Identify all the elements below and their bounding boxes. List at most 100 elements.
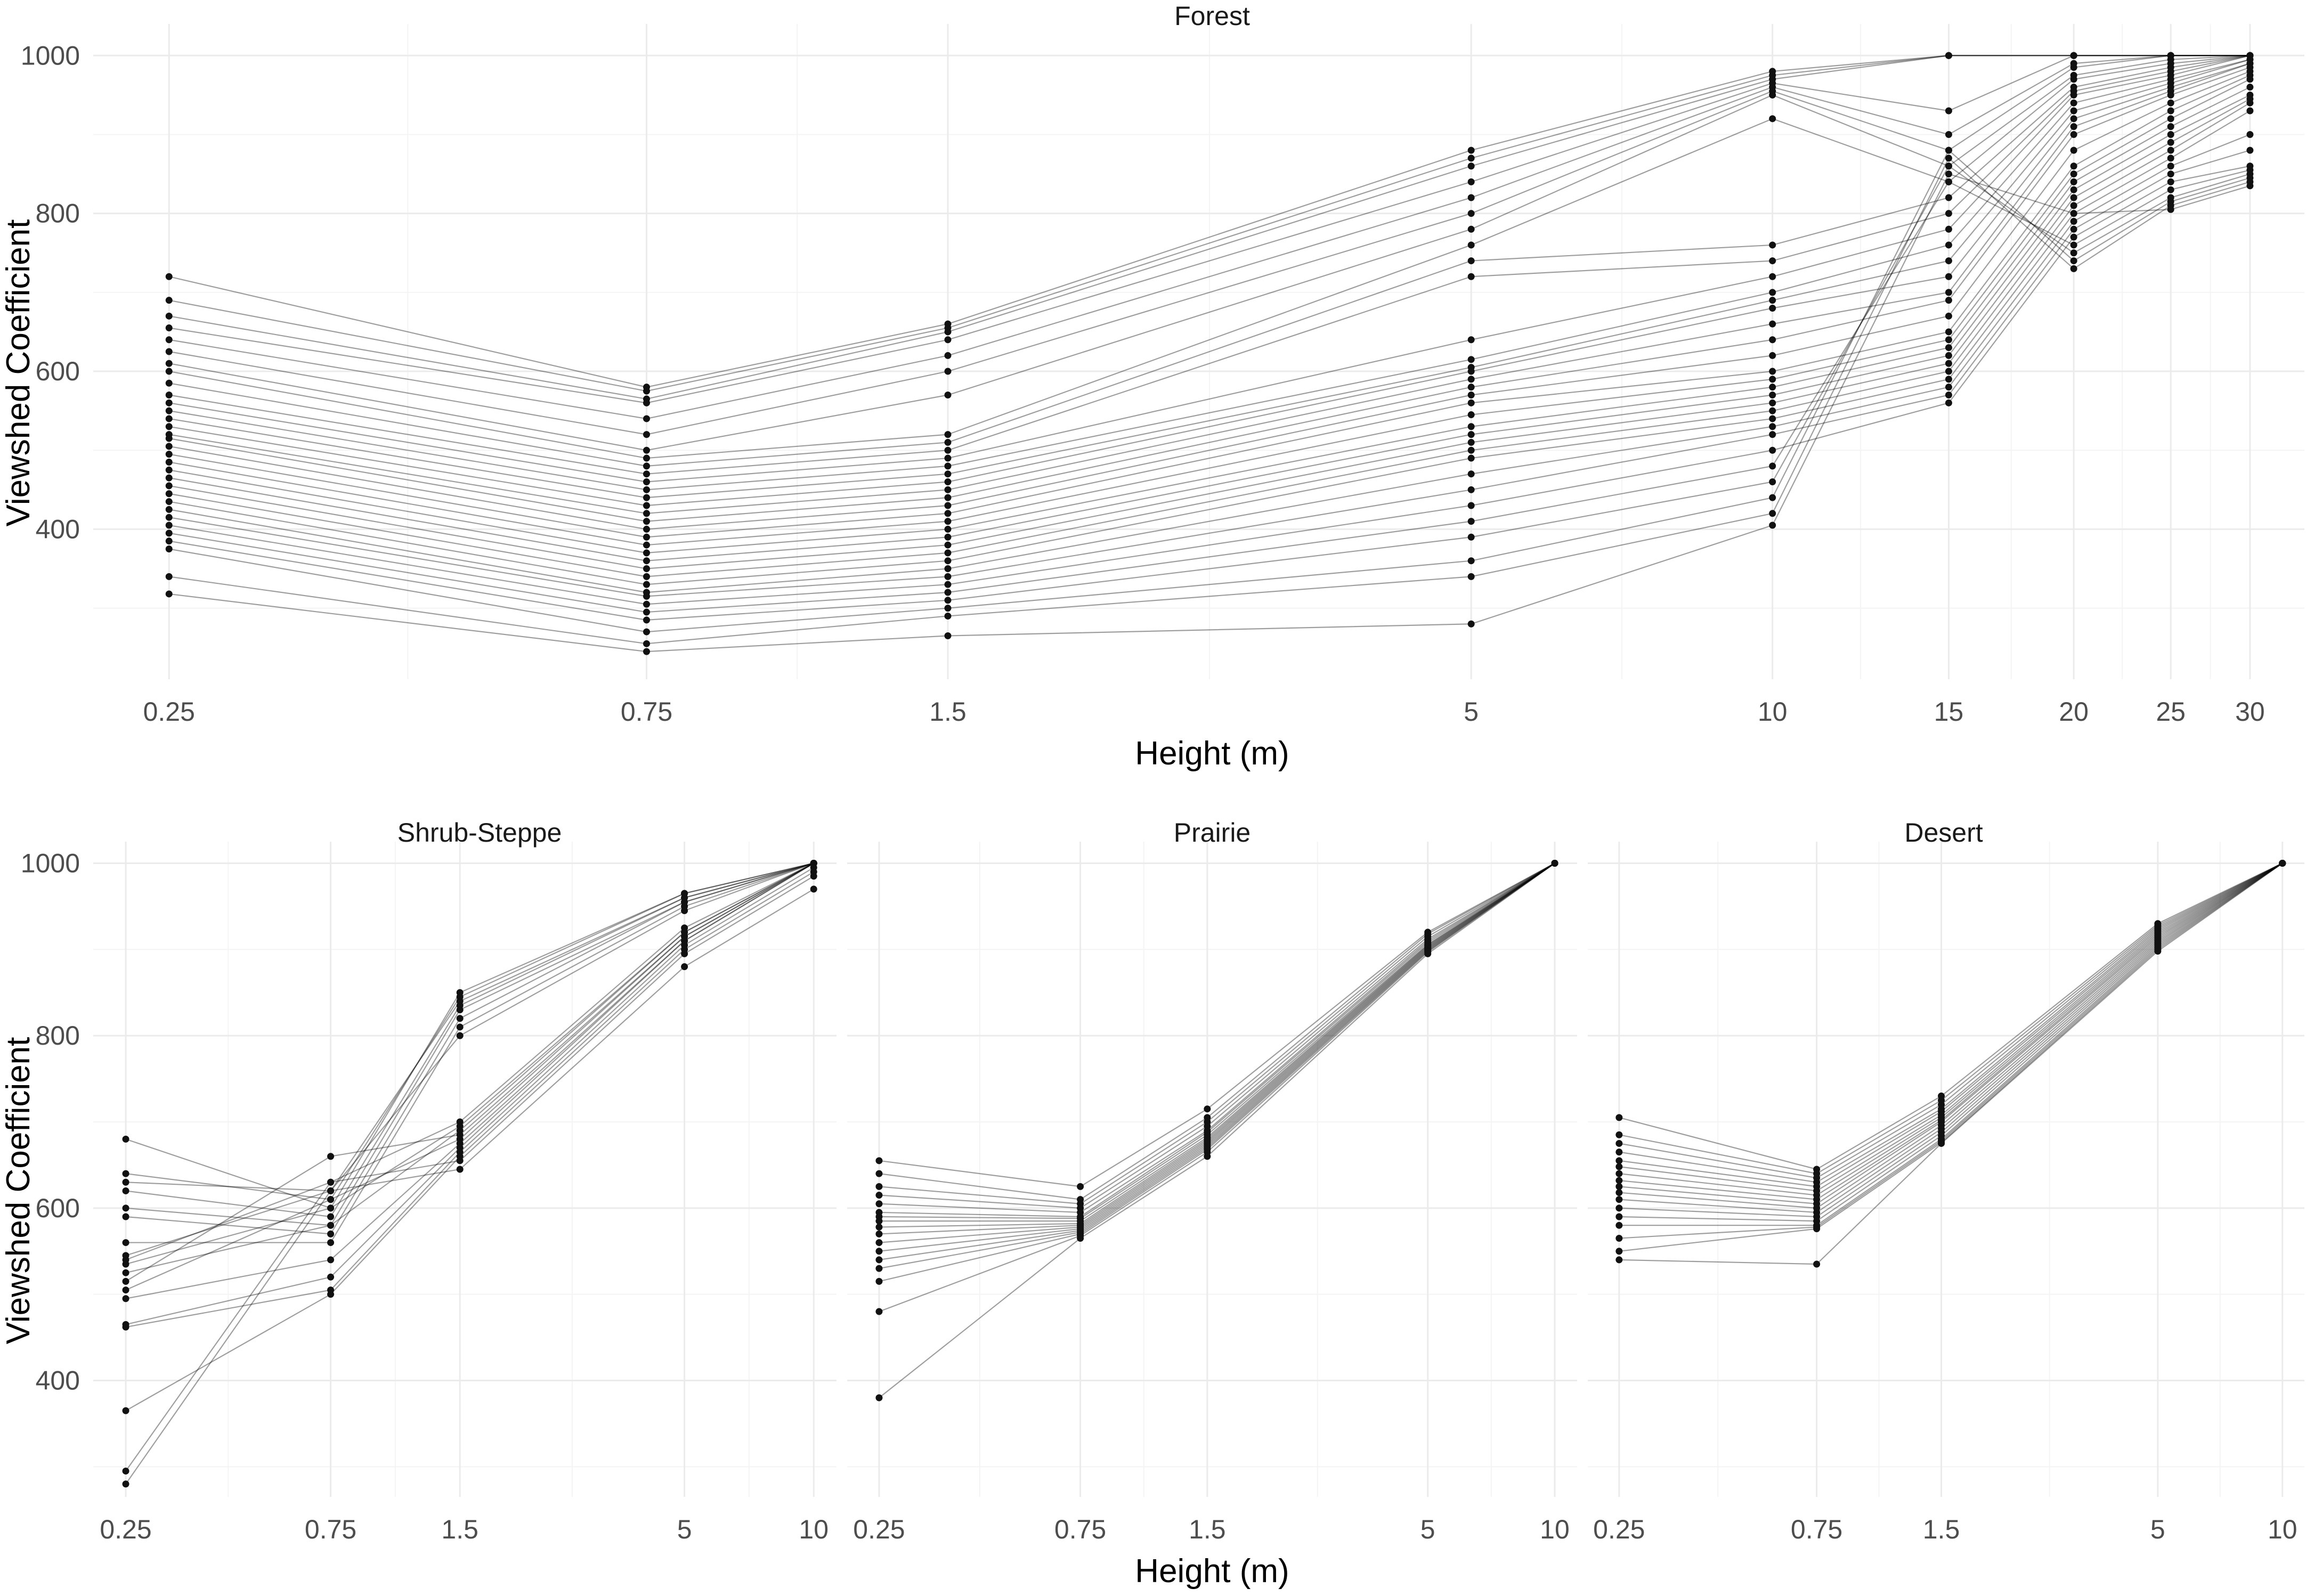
data-point: [1938, 1139, 1945, 1147]
data-point: [1467, 368, 1475, 375]
data-point: [1769, 91, 1776, 99]
data-point: [1615, 1204, 1623, 1212]
y-tick-label: 800: [36, 1021, 80, 1051]
data-point: [327, 1222, 335, 1229]
data-point: [165, 407, 173, 414]
data-point: [643, 549, 650, 557]
data-point: [165, 360, 173, 367]
data-point: [1467, 194, 1475, 201]
data-point: [643, 502, 650, 509]
data-point: [1769, 257, 1776, 265]
data-point: [1615, 1183, 1623, 1190]
data-point: [1467, 356, 1475, 363]
x-tick-label: 10: [2268, 1514, 2297, 1544]
x-tick-label: 0.75: [1791, 1514, 1842, 1544]
data-point: [1615, 1170, 1623, 1177]
data-point: [2070, 170, 2077, 178]
forest-y-axis-label: Viewshed Coefficient: [0, 219, 37, 527]
data-point: [165, 590, 173, 598]
data-point: [122, 1269, 129, 1276]
x-tick-label: 0.75: [305, 1514, 356, 1544]
desert-panel-title: Desert: [1904, 818, 1983, 848]
data-point: [327, 1256, 335, 1264]
data-point: [875, 1192, 883, 1199]
data-point: [944, 478, 952, 486]
y-tick-label: 800: [36, 199, 80, 229]
data-point: [1467, 225, 1475, 233]
data-point: [1204, 1153, 1211, 1160]
data-point: [2070, 146, 2077, 154]
data-point: [1769, 510, 1776, 517]
data-point: [875, 1157, 883, 1165]
data-point: [1467, 241, 1475, 249]
data-point: [2070, 131, 2077, 138]
data-point: [2070, 265, 2077, 272]
data-point: [1467, 178, 1475, 185]
data-point: [643, 486, 650, 493]
data-point: [165, 324, 173, 332]
data-point: [2167, 178, 2174, 185]
data-point: [1945, 312, 1952, 320]
data-point: [122, 1480, 129, 1488]
data-point: [327, 1291, 335, 1298]
data-point: [2246, 76, 2254, 83]
data-point: [122, 1178, 129, 1186]
data-point: [1615, 1256, 1623, 1264]
prairie-panel-title: Prairie: [1174, 818, 1251, 848]
data-point: [2246, 107, 2254, 115]
data-point: [165, 522, 173, 529]
y-tick-label: 400: [36, 1366, 80, 1396]
data-point: [2246, 146, 2254, 154]
data-point: [944, 368, 952, 375]
data-point: [1615, 1222, 1623, 1229]
data-point: [1467, 438, 1475, 446]
data-point: [2167, 186, 2174, 193]
data-point: [944, 581, 952, 588]
data-point: [122, 1187, 129, 1194]
x-tick-label: 30: [2235, 697, 2265, 727]
data-point: [643, 608, 650, 616]
series-line: [125, 862, 814, 1260]
series-line: [879, 862, 1555, 1200]
series-line: [126, 862, 814, 1243]
series-line: [879, 862, 1555, 1222]
data-point: [1467, 376, 1475, 383]
data-point: [2246, 131, 2254, 138]
data-point: [2070, 257, 2077, 265]
data-point: [643, 640, 650, 647]
data-point: [1424, 950, 1432, 957]
series-line: [125, 862, 814, 1218]
grid: [1588, 842, 2304, 1497]
data-point: [2070, 64, 2077, 71]
data-point: [456, 1023, 464, 1031]
data-point: [1467, 162, 1475, 170]
data-point: [643, 600, 650, 608]
data-point: [1813, 1260, 1821, 1268]
data-point: [810, 885, 817, 893]
data-point: [1769, 241, 1776, 249]
data-point: [681, 963, 688, 971]
data-point: [327, 1153, 335, 1160]
data-point: [165, 530, 173, 537]
x-tick-label: 15: [1934, 697, 1964, 727]
data-point: [165, 474, 173, 482]
data-point: [327, 1230, 335, 1237]
data-point: [1945, 241, 1952, 249]
data-point: [643, 478, 650, 486]
data-point: [1615, 1234, 1623, 1242]
data-point: [1769, 522, 1776, 529]
data-point: [2167, 91, 2174, 99]
data-point: [1077, 1234, 1084, 1242]
data-point: [1615, 1196, 1623, 1203]
data-point: [1769, 304, 1776, 312]
data-point: [1615, 1248, 1623, 1255]
data-point: [944, 589, 952, 596]
data-point: [1467, 557, 1475, 565]
data-point: [1945, 131, 1952, 138]
data-point: [165, 490, 173, 498]
data-point: [944, 336, 952, 344]
series-line: [125, 862, 814, 1192]
data-point: [122, 1295, 129, 1302]
data-point: [1945, 146, 1952, 154]
x-tick-label: 5: [1464, 697, 1479, 727]
